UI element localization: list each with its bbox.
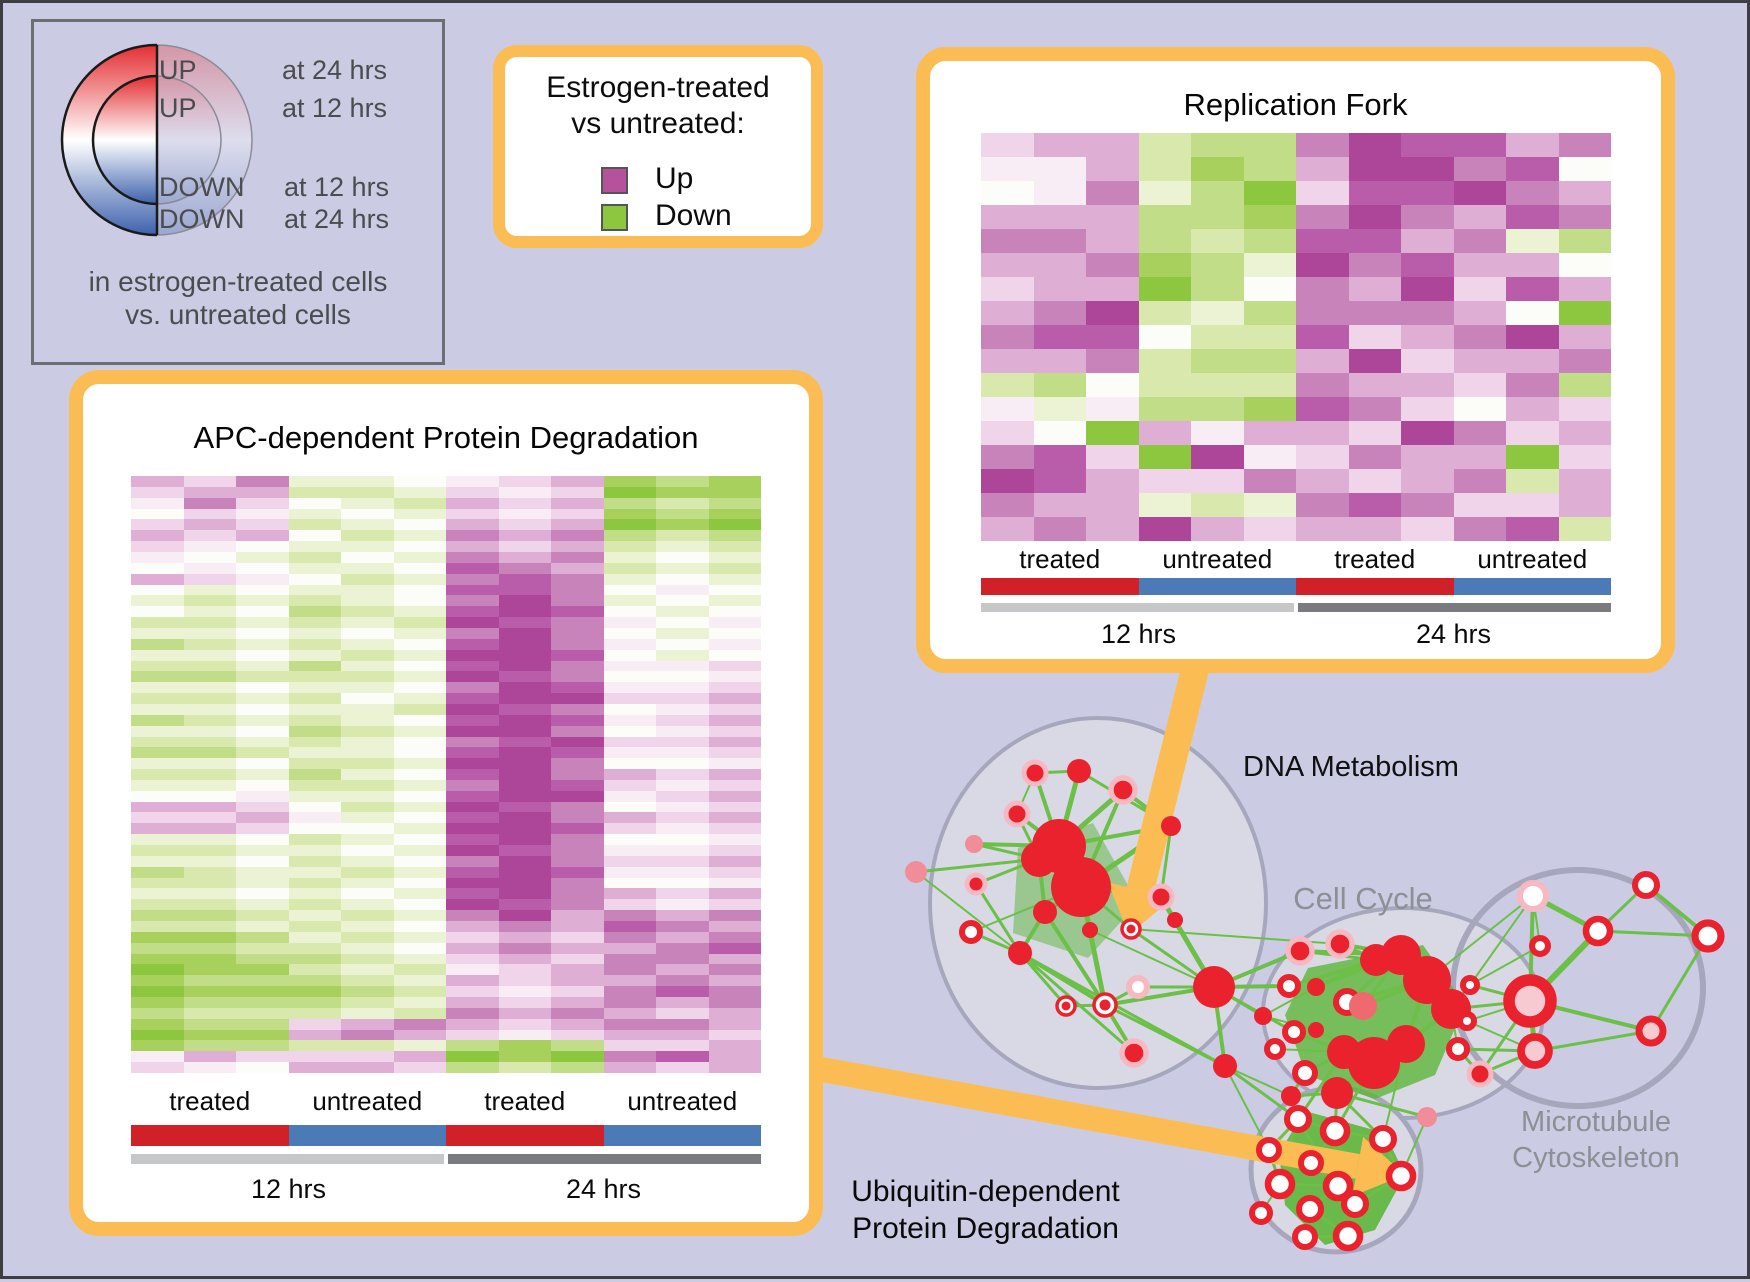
untreated-bar [1453, 578, 1611, 595]
12hr-bar [131, 1154, 444, 1164]
rf-group-label: treated [1019, 544, 1101, 574]
apc-24hrs-label: 24 hrs [565, 1174, 642, 1204]
key-at-12b: at 12 hrs [284, 172, 390, 202]
key-caption-line2: vs. untreated cells [125, 299, 351, 330]
key-down-24: DOWN [159, 204, 245, 234]
24hr-bar [448, 1154, 761, 1164]
key-at-12: at 12 hrs [282, 93, 388, 123]
key-caption-line1: in estrogen-treated cells [88, 266, 388, 297]
ubiquitin-label-line1: Ubiquitin-dependent [851, 1175, 1120, 1208]
down-label: Down [655, 199, 732, 232]
12hr-bar [981, 603, 1294, 612]
treated-bar [1296, 578, 1454, 595]
untreated-bar [603, 1125, 761, 1146]
rf-heatmap [981, 133, 1611, 541]
apc-heatmap [131, 476, 761, 1073]
rf-12hrs-label: 12 hrs [1100, 619, 1177, 649]
24hr-bar [1298, 603, 1611, 612]
microtubule-label-line2: Cytoskeleton [1512, 1142, 1680, 1174]
dna-metabolism-label: DNA Metabolism [1243, 751, 1459, 783]
rf-24hrs-label: 24 hrs [1415, 619, 1492, 649]
key-up-12: UP [159, 93, 197, 123]
apc-group-label: untreated [312, 1086, 423, 1116]
rf-panel-title: Replication Fork [1183, 87, 1408, 122]
key-down-12: DOWN [159, 172, 245, 202]
up-label: Up [655, 162, 694, 195]
apc-group-label: treated [484, 1086, 566, 1116]
ubiquitin-degradation-label: Ubiquitin-dependent Protein Degradation [798, 1173, 1173, 1247]
estrogen-legend: Estrogen-treated vs untreated: Up Down [493, 45, 823, 248]
treated-bar [981, 578, 1139, 595]
key-at-24b: at 24 hrs [284, 204, 390, 234]
ubiquitin-label-line2: Protein Degradation [852, 1212, 1119, 1245]
key-up-24: UP [159, 55, 197, 85]
down-swatch [601, 204, 628, 231]
rf-group-label: untreated [1162, 544, 1273, 574]
apc-group-label: treated [169, 1086, 251, 1116]
treated-bar [446, 1125, 604, 1146]
apc-panel-title: APC-dependent Protein Degradation [193, 420, 699, 455]
untreated-bar [288, 1125, 446, 1146]
untreated-bar [1138, 578, 1296, 595]
color-key-box: UP at 24 hrs UP at 12 hrs DOWN at 12 hrs… [31, 19, 445, 365]
microtubule-cytoskeleton-label: Microtubule Cytoskeleton [1471, 1104, 1721, 1176]
apc-12hrs-label: 12 hrs [250, 1174, 327, 1204]
apc-group-label: untreated [627, 1086, 738, 1116]
rf-group-label: untreated [1477, 544, 1588, 574]
rf-group-label: treated [1334, 544, 1416, 574]
up-swatch [601, 167, 628, 194]
cell-cycle-label: Cell Cycle [1293, 881, 1433, 916]
treated-bar [131, 1125, 289, 1146]
apc-panel: APC-dependent Protein Degradation treate… [69, 370, 823, 1236]
replication-fork-panel: Replication Fork treated untreated treat… [916, 47, 1675, 673]
legend-title-line2: vs untreated: [571, 107, 745, 140]
key-at-24: at 24 hrs [282, 55, 388, 85]
updown-circle-icon [60, 36, 264, 246]
legend-title-line1: Estrogen-treated [546, 71, 770, 104]
microtubule-label-line1: Microtubule [1521, 1106, 1671, 1138]
